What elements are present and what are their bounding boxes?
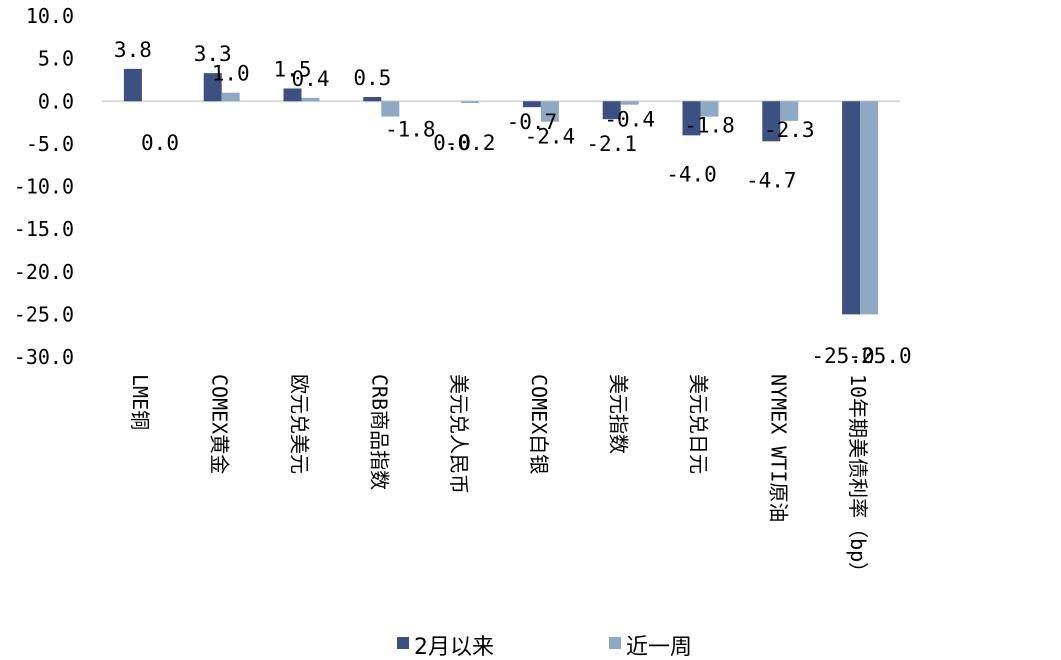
data-label: -2.3: [764, 118, 815, 142]
data-label: -4.7: [746, 168, 797, 192]
bar-series-week: [620, 101, 639, 105]
bar-series-week: [700, 101, 719, 117]
bar-series-week: [860, 101, 879, 315]
category-label: 美元兑人民币: [447, 374, 471, 494]
data-label: 3.3: [194, 42, 232, 66]
category-label: 欧元兑美元: [288, 374, 312, 474]
category-labels: LME铜 COMEX黄金 欧元兑美元 CRB商品指数 美元兑人民币 COMEX白银 美元指数…: [128, 374, 870, 582]
bar-series-feb: [842, 101, 861, 315]
bar-series-week: [540, 101, 559, 122]
category-label: CRB商品指数: [367, 374, 391, 490]
bar-series-feb: [762, 101, 781, 142]
category-label: COMEX白银: [527, 374, 551, 474]
y-tick-label: -30.0: [14, 345, 74, 369]
category-label: 10年期美债利率（bp）: [846, 374, 870, 582]
legend: 2月以来 近一周: [397, 635, 692, 660]
data-label: 0.0: [433, 131, 471, 155]
category-label: NYMEX WTI原油: [766, 374, 790, 522]
y-tick-label: 0.0: [38, 89, 74, 113]
data-label: 1.5: [274, 57, 312, 81]
data-label: -0.7: [507, 110, 558, 134]
y-tick-label: -10.0: [14, 175, 74, 199]
bar-series-feb: [363, 96, 382, 102]
category-label: LME铜: [128, 374, 152, 430]
bar-series-feb: [123, 68, 142, 102]
data-label: 0.0: [141, 131, 179, 155]
bar-series-feb: [203, 73, 222, 102]
data-label: 0.5: [353, 66, 391, 90]
data-label: -1.8: [385, 118, 436, 142]
bar-series-feb: [522, 101, 541, 108]
bar-series-week: [780, 101, 799, 121]
bar-series-week: [461, 101, 480, 103]
bar-series-feb: [602, 101, 621, 120]
legend-label: 2月以来: [414, 635, 494, 660]
y-tick-label: -15.0: [14, 217, 74, 241]
y-tick-label: -5.0: [26, 132, 74, 156]
data-label: -1.8: [684, 114, 735, 138]
data-label: -0.4: [604, 108, 655, 132]
bar-series-week: [381, 101, 400, 117]
data-label: 1.0: [212, 62, 250, 86]
data-label: -4.0: [666, 162, 717, 186]
data-label: -2.1: [586, 132, 637, 156]
data-label: -0.2: [445, 131, 496, 155]
legend-swatch: [609, 637, 621, 649]
bar-series-feb: [682, 101, 701, 136]
y-axis: 10.0 5.0 0.0 -5.0 -10.0 -15.0 -20.0 -25.0 -30.0: [14, 4, 74, 369]
legend-swatch: [397, 637, 409, 649]
bar-series-feb: [283, 88, 302, 102]
bar-series-week: [301, 97, 320, 102]
data-label: -25.0: [848, 344, 911, 368]
category-label: COMEX黄金: [208, 374, 232, 474]
bar-series-week: [221, 92, 240, 102]
category-label: 美元兑日元: [687, 374, 711, 474]
y-tick-label: -20.0: [14, 260, 74, 284]
bars: [123, 68, 879, 315]
y-tick-label: -25.0: [14, 302, 74, 326]
data-label: -2.4: [525, 125, 576, 149]
y-tick-label: 5.0: [38, 47, 74, 71]
data-labels: 3.8 3.3 1.5 0.5 0.0 -0.7 -2.1 -4.0 -4.7 -25.0 0.0 1…: [114, 38, 912, 368]
y-tick-label: 10.0: [26, 4, 74, 28]
data-label: 0.4: [292, 67, 330, 91]
category-label: 美元指数: [607, 374, 631, 454]
legend-label: 近一周: [626, 635, 692, 660]
data-label: 3.8: [114, 38, 152, 62]
data-label: -25.0: [811, 344, 874, 368]
